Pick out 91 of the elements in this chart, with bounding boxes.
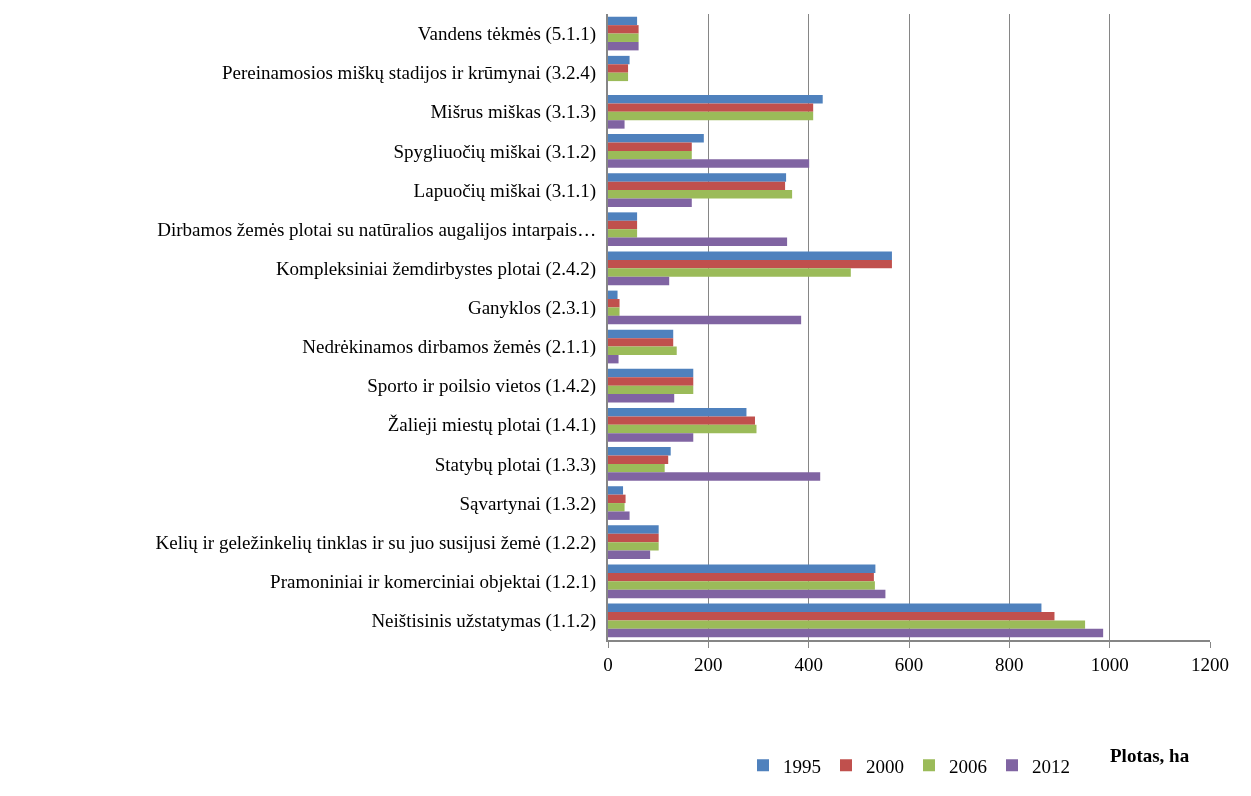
y-tick-label: Kompleksiniai žemdirbystes plotai (2.4.2) bbox=[275, 257, 597, 280]
bar bbox=[608, 150, 692, 160]
bar bbox=[608, 620, 1086, 629]
legend-label: 2012 bbox=[1032, 755, 1070, 777]
x-tick-label: 1000 bbox=[1090, 653, 1129, 675]
bar bbox=[608, 368, 694, 378]
bar bbox=[608, 550, 651, 560]
bar bbox=[608, 329, 674, 339]
bar bbox=[608, 237, 788, 247]
bar bbox=[608, 220, 638, 230]
y-tick-label: Sporto ir poilsio vietos (1.4.2) bbox=[367, 375, 597, 398]
bar bbox=[608, 377, 694, 386]
y-tick-label: Ganyklos (2.3.1) bbox=[467, 297, 597, 320]
y-tick-label: Nedrėkinamos dirbamos žemės (2.1.1) bbox=[302, 336, 597, 359]
bar bbox=[608, 25, 639, 34]
bar bbox=[608, 64, 629, 73]
x-tick-label: 0 bbox=[603, 653, 613, 675]
bar bbox=[608, 433, 694, 442]
bar bbox=[608, 111, 814, 121]
legend-label: 2000 bbox=[866, 755, 904, 777]
bar bbox=[608, 628, 1104, 638]
y-tick-label: Dirbamos žemės plotai su natūralios augalijos intarpais… bbox=[157, 218, 597, 240]
bar bbox=[608, 16, 638, 26]
bar bbox=[608, 346, 677, 355]
legend-label: 2006 bbox=[949, 755, 987, 777]
x-tick-label: 200 bbox=[694, 653, 723, 675]
bar bbox=[608, 268, 851, 277]
bar bbox=[608, 385, 694, 395]
bar bbox=[608, 212, 638, 221]
y-tick-label: Pereinamosios miškų stadijos ir krūmynai (3.2.4) bbox=[222, 62, 597, 85]
bar bbox=[608, 251, 892, 260]
y-tick-label: Sąvartynai (1.3.2) bbox=[459, 492, 597, 515]
bar bbox=[608, 338, 674, 347]
bar bbox=[608, 229, 638, 238]
bar bbox=[608, 307, 620, 316]
bar bbox=[608, 572, 874, 582]
bar bbox=[608, 190, 793, 199]
bar bbox=[608, 503, 625, 512]
bar bbox=[608, 259, 892, 269]
bar bbox=[608, 447, 671, 456]
bar bbox=[608, 103, 814, 112]
x-axis-title: Plotas, ha bbox=[1110, 745, 1190, 766]
bar bbox=[608, 120, 625, 129]
bar bbox=[608, 424, 757, 434]
bar bbox=[608, 142, 692, 151]
bar bbox=[608, 407, 747, 417]
x-tick-label: 1200 bbox=[1191, 653, 1229, 675]
bar bbox=[608, 181, 786, 191]
y-tick-label: Spygliuočių miškai (3.1.2) bbox=[393, 140, 597, 163]
bar bbox=[608, 612, 1055, 621]
y-tick-label: Žalieji miestų plotai (1.4.1) bbox=[387, 414, 597, 437]
bar bbox=[608, 55, 630, 65]
x-tick-label: 400 bbox=[794, 653, 823, 675]
bar bbox=[608, 290, 618, 300]
bar bbox=[608, 455, 669, 464]
bar bbox=[608, 299, 620, 308]
bar bbox=[608, 463, 665, 473]
bar bbox=[608, 41, 639, 51]
bar bbox=[608, 542, 659, 551]
bar bbox=[608, 416, 755, 425]
y-tick-label: Lapuočių miškai (3.1.1) bbox=[413, 179, 597, 202]
bar bbox=[608, 315, 802, 325]
bar bbox=[608, 159, 810, 168]
x-tick-label: 600 bbox=[894, 653, 924, 675]
bar bbox=[608, 511, 630, 520]
bar bbox=[608, 94, 823, 104]
bar bbox=[608, 198, 692, 207]
bar bbox=[608, 603, 1042, 613]
x-tick-label: 800 bbox=[995, 653, 1024, 675]
bar bbox=[608, 564, 876, 573]
y-tick-label: Neištisinis užstatymas (1.1.2) bbox=[371, 610, 597, 633]
bar bbox=[608, 589, 886, 599]
bar bbox=[608, 173, 787, 182]
y-tick-label: Kelių ir geležinkelių tinklas ir su juo susijusi žemė (1.2.2) bbox=[155, 531, 597, 554]
bar bbox=[608, 486, 624, 495]
bar bbox=[608, 525, 659, 534]
bar bbox=[608, 533, 659, 543]
bar bbox=[608, 581, 875, 590]
bar bbox=[608, 33, 639, 42]
bar bbox=[608, 72, 629, 82]
bar bbox=[608, 494, 626, 504]
y-tick-label: Statybų plotai (1.3.3) bbox=[434, 453, 597, 476]
y-tick-label: Pramoniniai ir komerciniai objektai (1.2.1) bbox=[270, 570, 597, 593]
bar bbox=[608, 276, 670, 286]
bar bbox=[608, 472, 821, 481]
bar bbox=[608, 134, 704, 143]
bar bbox=[608, 394, 675, 403]
legend-label: 1995 bbox=[783, 755, 821, 777]
bar bbox=[608, 354, 619, 364]
y-tick-label: Mišrus miškas (3.1.3) bbox=[430, 101, 597, 124]
y-tick-label: Vandens tėkmės (5.1.1) bbox=[417, 23, 597, 46]
